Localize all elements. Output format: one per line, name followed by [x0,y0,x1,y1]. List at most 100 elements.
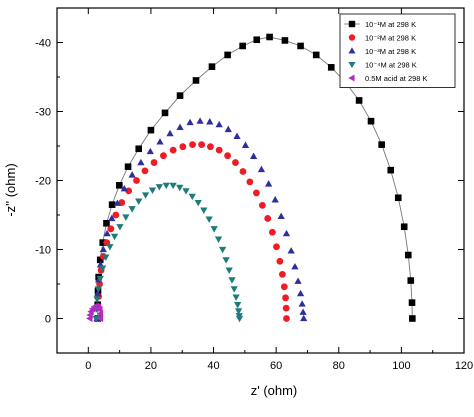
data-point [94,289,102,297]
y-axis-label: -z'' (ohm) [3,163,18,216]
legend-label: 10⁻¹M at 298 K [365,20,416,29]
data-point [215,120,223,128]
data-point [291,262,299,270]
legend-marker [348,61,356,69]
data-point [298,300,306,307]
data-point [367,117,375,125]
data-point [102,254,110,261]
data-point [116,182,123,189]
data-point [176,123,184,131]
data-point [96,275,104,283]
data-point [196,117,204,124]
data-point [99,265,107,272]
data-point [300,314,308,322]
data-point [280,283,288,291]
data-point [93,296,101,303]
data-point [189,141,196,149]
data-point [277,212,285,220]
legend: 10⁻¹M at 298 K 10⁻²M at 298 K 10⁻³M at 298… [339,13,456,88]
legend-marker [348,20,356,28]
data-point [141,192,150,199]
data-point [135,145,143,153]
data-point [297,42,304,50]
data-point [246,178,254,186]
data-point [282,304,290,312]
data-point [235,315,244,323]
x-tick-label: 100 [392,360,410,372]
series-4 [92,182,244,323]
data-point [96,310,104,318]
data-point [106,244,114,251]
legend-label: 10⁻⁴M at 298 K [365,61,417,70]
data-point [282,294,289,302]
data-point [125,187,133,195]
data-point [179,143,187,151]
legend-marker [348,34,356,41]
data-point [200,207,208,214]
data-point [133,177,140,184]
x-tick-label: 40 [207,360,219,372]
data-point [224,51,231,59]
data-point [218,246,227,254]
data-point [253,189,260,197]
data-point [224,152,232,160]
legend-label: 10⁻²M at 298 K [365,34,416,43]
data-point [378,141,385,148]
data-point [155,184,164,191]
data-point [96,256,104,264]
data-point [182,188,190,195]
data-point [156,138,164,145]
data-point [265,180,273,187]
data-point [108,214,116,222]
data-point [281,37,289,44]
data-point [225,267,233,274]
data-point [239,42,246,50]
data-point [176,184,184,192]
data-point [188,193,196,201]
data-point [207,143,214,151]
data-point [198,141,206,149]
data-point [162,182,170,190]
data-point [409,315,416,322]
data-point [232,294,240,301]
data-point [135,198,143,205]
data-point [241,141,250,148]
data-point [287,247,295,254]
data-point [268,228,276,236]
data-point [96,314,104,323]
legend-label: 10⁻³M at 298 K [365,47,416,56]
data-point [137,158,145,166]
data-point [276,257,284,265]
series-5 [86,302,104,323]
data-point [299,308,307,315]
data-point [103,219,110,227]
x-tick-label: 80 [333,360,345,372]
data-point [208,63,216,70]
data-point [249,152,258,159]
series-layer [86,33,416,323]
data-point [408,299,416,306]
data-point [283,315,290,322]
data-point [210,226,218,233]
x-tick-label: 60 [270,360,282,372]
data-point [404,251,412,259]
y-tick-label: -10 [35,245,51,257]
data-point [394,194,402,202]
data-point [206,118,214,125]
data-point [407,277,415,284]
data-point [194,199,202,207]
data-point [122,214,130,221]
series-3 [93,117,308,322]
data-point [224,125,232,133]
legend-marker [348,74,355,82]
data-point [128,206,136,213]
data-point [253,36,261,44]
data-point [99,239,107,246]
y-tick-label: -20 [35,176,51,188]
data-point [108,201,116,208]
x-tick-label: 20 [145,360,157,372]
data-point [205,216,213,223]
data-point [232,159,239,166]
data-point [222,257,230,264]
data-point [192,77,200,84]
